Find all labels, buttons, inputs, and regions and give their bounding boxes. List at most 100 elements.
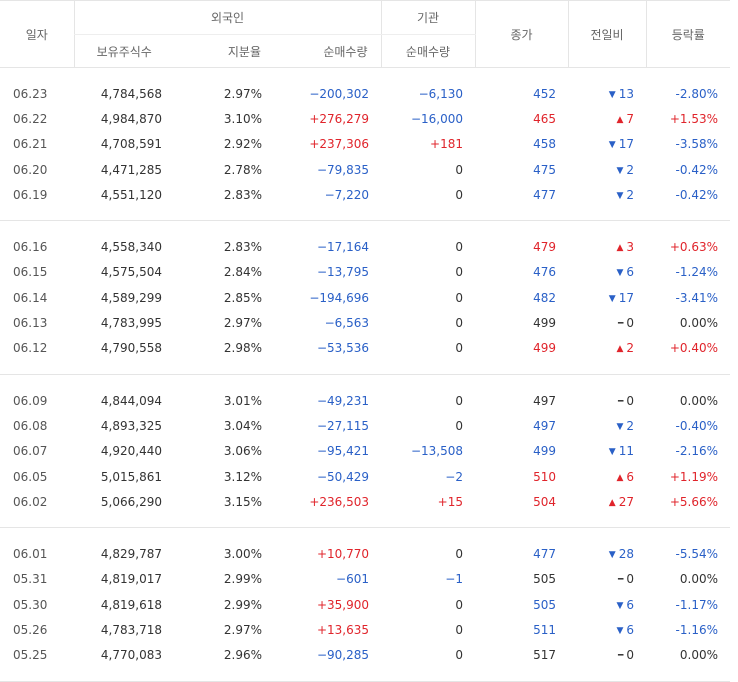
table-row: 06.07 4,920,440 3.06% −95,421 −13,508 499 ▼ 11 -…	[0, 439, 730, 464]
rate-cell: 0.00%	[679, 316, 718, 331]
foreign-net-cell: −53,536	[316, 341, 369, 356]
triangle-down-icon: ▼	[608, 89, 616, 100]
institution-net-cell: 0	[455, 240, 463, 255]
table-row: 05.25 4,770,083 2.96% −90,285 0 517 ━ 0 0.00%	[0, 643, 730, 668]
group-top-gap	[0, 221, 730, 235]
triangle-up-icon: ▲	[616, 344, 624, 355]
table-row: 05.26 4,783,718 2.97% +13,635 0 511 ▼ 6 -1.16%	[0, 617, 730, 642]
holdings-cell: 4,558,340	[100, 240, 162, 255]
header-foreign: 외국인	[73, 0, 381, 35]
change-cell: ▼ 2	[568, 413, 646, 438]
holdings-cell: 4,784,568	[100, 86, 162, 101]
table-row: 06.15 4,575,504 2.84% −13,795 0 476 ▼ 6 -1.24%	[0, 260, 730, 285]
date-cell: 06.23	[13, 86, 48, 101]
foreign-net-cell: +276,279	[309, 111, 369, 126]
change-cell: ▼ 28	[568, 541, 646, 566]
change-value: 11	[618, 444, 634, 459]
group-top-gap	[0, 528, 730, 542]
holdings-cell: 4,844,094	[100, 393, 162, 408]
change-value: 2	[626, 418, 634, 433]
header-close: 종가	[474, 0, 568, 68]
change-cell: ━ 0	[568, 643, 646, 668]
table-row: 06.02 5,066,290 3.15% +236,503 +15 504 ▲ 27 +5.6…	[0, 489, 730, 514]
group-separator-cell	[0, 360, 730, 375]
table-row: 06.19 4,551,120 2.83% −7,220 0 477 ▼ 2 -0.42%	[0, 182, 730, 207]
close-price-cell: 505	[533, 572, 556, 587]
table-body: 06.23 4,784,568 2.97% −200,302 −6,130 452 ▼ 13-…	[0, 68, 730, 682]
holdings-cell: 4,589,299	[100, 290, 162, 305]
close-price-cell: 510	[533, 469, 556, 484]
holdings-cell: 4,893,325	[100, 418, 162, 433]
table-row: 06.20 4,471,285 2.78% −79,835 0 475 ▼ 2 -0.42%	[0, 157, 730, 182]
rate-cell: +1.19%	[669, 469, 718, 484]
holdings-cell: 4,920,440	[100, 444, 162, 459]
rate-cell: 0.00%	[679, 393, 718, 408]
date-cell: 06.12	[13, 341, 48, 356]
change-cell: ▼ 11	[568, 439, 646, 464]
change-value: 27	[618, 494, 634, 509]
close-price-cell: 499	[533, 316, 556, 331]
triangle-down-icon: ▼	[616, 421, 624, 432]
share-cell: 2.85%	[223, 290, 262, 305]
triangle-down-icon: ▼	[616, 600, 624, 611]
share-cell: 2.83%	[223, 240, 262, 255]
table-row: 05.31 4,819,017 2.99% −601 −1 505 ━ 0 0.00%	[0, 567, 730, 592]
institution-net-cell: 0	[455, 393, 463, 408]
institution-net-cell: −6,130	[418, 86, 463, 101]
change-cell: ▼ 13	[568, 81, 646, 106]
triangle-up-icon: ▲	[616, 472, 624, 483]
group-top-gap-cell	[0, 374, 730, 388]
institution-net-cell: 0	[455, 648, 463, 663]
change-value: 6	[626, 265, 634, 280]
change-cell: ▼ 6	[568, 592, 646, 617]
date-cell: 05.31	[13, 572, 48, 587]
close-price-cell: 499	[533, 444, 556, 459]
change-value: 0	[626, 393, 634, 408]
foreign-net-cell: −50,429	[316, 469, 369, 484]
change-cell: ▼ 2	[568, 182, 646, 207]
table-row: 05.30 4,819,618 2.99% +35,900 0 505 ▼ 6 -1.17%	[0, 592, 730, 617]
header-institution: 기관	[380, 0, 475, 35]
change-value: 2	[626, 162, 634, 177]
share-cell: 3.01%	[223, 393, 262, 408]
share-cell: 3.15%	[223, 494, 262, 509]
share-cell: 2.97%	[223, 622, 262, 637]
change-cell: ▲ 27	[568, 489, 646, 514]
close-price-cell: 476	[533, 265, 556, 280]
change-value: 6	[626, 622, 634, 637]
share-cell: 3.06%	[223, 444, 262, 459]
date-cell: 06.15	[13, 265, 48, 280]
institution-net-cell: −16,000	[410, 111, 463, 126]
change-cell: ▲ 2	[568, 336, 646, 361]
close-price-cell: 452	[533, 86, 556, 101]
foreign-net-cell: −6,563	[324, 316, 369, 331]
change-cell: ━ 0	[568, 388, 646, 413]
holdings-cell: 4,819,017	[100, 572, 162, 587]
date-cell: 06.05	[13, 469, 48, 484]
institution-net-cell: 0	[455, 341, 463, 356]
foreign-net-cell: −79,835	[316, 162, 369, 177]
institution-net-cell: −13,508	[410, 444, 463, 459]
change-value: 6	[626, 597, 634, 612]
share-cell: 2.97%	[223, 86, 262, 101]
share-cell: 2.92%	[223, 137, 262, 152]
date-cell: 05.25	[13, 648, 48, 663]
triangle-down-icon: ▼	[616, 190, 624, 201]
header-holdings: 보유주식수	[73, 34, 174, 68]
holdings-cell: 4,790,558	[100, 341, 162, 356]
foreign-net-cell: −7,220	[324, 187, 369, 202]
share-cell: 2.97%	[223, 316, 262, 331]
holdings-cell: 4,708,591	[100, 137, 162, 152]
header-share: 지분율	[174, 34, 274, 68]
foreign-net-cell: −194,696	[309, 290, 369, 305]
holdings-cell: 4,551,120	[100, 187, 162, 202]
group-top-gap	[0, 68, 730, 82]
triangle-up-icon: ▲	[616, 243, 624, 254]
share-cell: 2.84%	[223, 265, 262, 280]
date-cell: 06.13	[13, 316, 48, 331]
foreign-net-cell: −90,285	[316, 648, 369, 663]
change-cell: ▼ 2	[568, 157, 646, 182]
rate-cell: -2.80%	[675, 86, 718, 101]
holdings-cell: 4,783,995	[100, 316, 162, 331]
share-cell: 3.12%	[223, 469, 262, 484]
